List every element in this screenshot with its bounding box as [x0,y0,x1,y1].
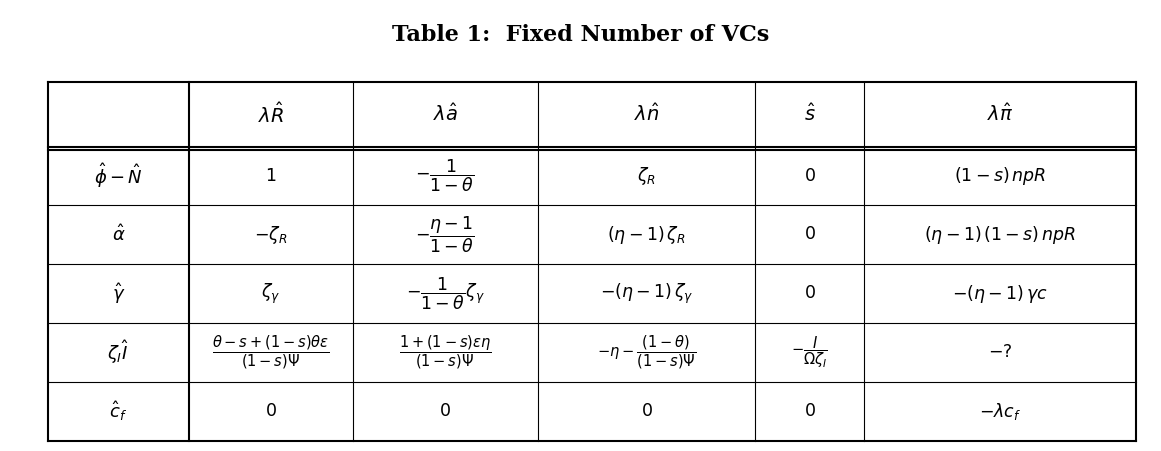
Text: $1$: $1$ [265,167,276,184]
Text: $\dfrac{1+(1-s)\varepsilon\eta}{(1-s)\Psi}$: $\dfrac{1+(1-s)\varepsilon\eta}{(1-s)\Ps… [398,334,491,371]
Text: $0$: $0$ [439,403,450,420]
Text: $-\dfrac{\eta-1}{1-\theta}$: $-\dfrac{\eta-1}{1-\theta}$ [416,215,475,255]
Text: $\zeta_\gamma$: $\zeta_\gamma$ [261,281,281,306]
Text: $\hat{\phi} - \hat{N}$: $\hat{\phi} - \hat{N}$ [94,161,143,190]
Text: $\zeta_I\hat{I}$: $\zeta_I\hat{I}$ [108,339,130,366]
Text: $-?$: $-?$ [988,344,1012,361]
Text: $0$: $0$ [803,167,816,184]
Text: $(1-s)\,npR$: $(1-s)\,npR$ [954,165,1046,187]
Text: $0$: $0$ [641,403,652,420]
Text: Table 1:  Fixed Number of VCs: Table 1: Fixed Number of VCs [392,24,769,46]
Text: $-\eta-\dfrac{(1-\theta)}{(1-s)\Psi}$: $-\eta-\dfrac{(1-\theta)}{(1-s)\Psi}$ [597,334,697,371]
Text: $\hat{c}_f$: $\hat{c}_f$ [109,400,128,423]
Text: $-(\eta-1)\,\zeta_\gamma$: $-(\eta-1)\,\zeta_\gamma$ [600,281,693,306]
Text: $0$: $0$ [803,226,816,244]
Text: $-\dfrac{1}{1-\theta}\zeta_\gamma$: $-\dfrac{1}{1-\theta}\zeta_\gamma$ [405,276,484,312]
Text: $-\dfrac{1}{1-\theta}$: $-\dfrac{1}{1-\theta}$ [416,158,475,194]
Text: $(\eta-1)\,(1-s)\,npR$: $(\eta-1)\,(1-s)\,npR$ [924,224,1076,246]
Text: $\lambda\hat{\pi}$: $\lambda\hat{\pi}$ [987,103,1014,125]
Text: $\lambda\hat{n}$: $\lambda\hat{n}$ [634,103,659,125]
Text: $\dfrac{\theta-s+(1-s)\theta\varepsilon}{(1-s)\Psi}$: $\dfrac{\theta-s+(1-s)\theta\varepsilon}… [212,334,330,371]
Text: $-\lambda c_f$: $-\lambda c_f$ [979,401,1022,422]
Text: $-\dfrac{I}{\Omega\zeta_I}$: $-\dfrac{I}{\Omega\zeta_I}$ [792,335,828,370]
Text: $\hat{s}$: $\hat{s}$ [803,103,816,125]
Text: $-\zeta_R$: $-\zeta_R$ [254,224,288,246]
Text: $(\eta-1)\,\zeta_R$: $(\eta-1)\,\zeta_R$ [607,224,686,246]
Text: $\lambda\hat{R}$: $\lambda\hat{R}$ [258,102,284,127]
Text: $-(\eta-1)\,\gamma c$: $-(\eta-1)\,\gamma c$ [952,283,1048,304]
Text: $\zeta_R$: $\zeta_R$ [637,165,656,187]
Text: $0$: $0$ [803,285,816,302]
Text: $\hat{\gamma}$: $\hat{\gamma}$ [111,281,125,306]
Text: $0$: $0$ [803,403,816,420]
Text: $0$: $0$ [265,403,276,420]
Text: $\lambda\hat{a}$: $\lambda\hat{a}$ [433,103,457,125]
Text: $\hat{\alpha}$: $\hat{\alpha}$ [111,225,125,245]
